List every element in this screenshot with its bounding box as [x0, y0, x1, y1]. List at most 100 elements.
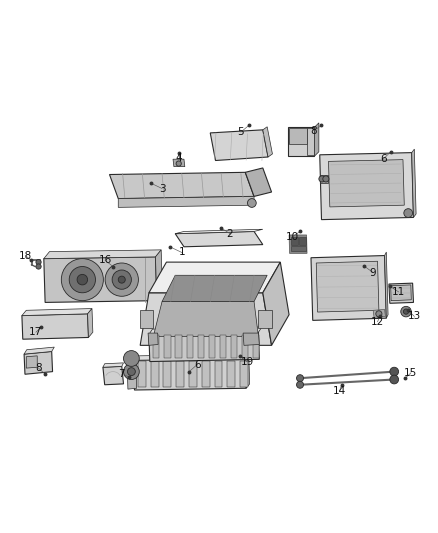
- Polygon shape: [220, 335, 226, 359]
- Polygon shape: [391, 285, 411, 301]
- Polygon shape: [245, 354, 250, 388]
- Polygon shape: [149, 327, 262, 334]
- Text: 1: 1: [178, 247, 185, 257]
- Circle shape: [319, 176, 325, 182]
- Circle shape: [36, 264, 41, 269]
- Polygon shape: [291, 237, 298, 245]
- Text: 15: 15: [404, 368, 417, 378]
- Polygon shape: [202, 361, 210, 387]
- Circle shape: [376, 311, 382, 317]
- Polygon shape: [149, 332, 259, 361]
- Polygon shape: [198, 335, 204, 359]
- Text: 10: 10: [286, 232, 299, 242]
- Polygon shape: [307, 128, 314, 155]
- Circle shape: [390, 375, 399, 384]
- Text: 11: 11: [392, 287, 405, 297]
- Polygon shape: [44, 257, 157, 302]
- Circle shape: [105, 263, 138, 296]
- Polygon shape: [138, 361, 146, 387]
- Polygon shape: [176, 361, 184, 387]
- Polygon shape: [263, 262, 289, 345]
- Polygon shape: [227, 361, 235, 387]
- Text: 17: 17: [29, 327, 42, 337]
- Circle shape: [112, 270, 131, 289]
- Polygon shape: [163, 361, 171, 387]
- Polygon shape: [215, 361, 223, 387]
- Polygon shape: [24, 351, 53, 374]
- Polygon shape: [22, 309, 92, 316]
- Polygon shape: [127, 359, 137, 389]
- Polygon shape: [176, 335, 182, 359]
- Polygon shape: [242, 335, 248, 359]
- Polygon shape: [148, 333, 158, 345]
- Text: 18: 18: [19, 251, 32, 261]
- Polygon shape: [289, 235, 307, 253]
- Polygon shape: [316, 261, 379, 312]
- Text: 9: 9: [370, 268, 377, 278]
- Polygon shape: [263, 127, 272, 157]
- Polygon shape: [149, 262, 280, 293]
- Polygon shape: [240, 361, 248, 387]
- Circle shape: [36, 260, 41, 265]
- Circle shape: [404, 209, 413, 217]
- Text: 5: 5: [237, 127, 244, 137]
- Polygon shape: [151, 361, 159, 387]
- Circle shape: [124, 351, 139, 366]
- Text: 8: 8: [310, 126, 317, 136]
- Polygon shape: [245, 168, 272, 197]
- Polygon shape: [118, 197, 254, 207]
- Polygon shape: [173, 159, 185, 167]
- Polygon shape: [162, 275, 267, 302]
- Text: 16: 16: [99, 255, 112, 265]
- Polygon shape: [258, 310, 272, 328]
- Polygon shape: [140, 310, 153, 328]
- Polygon shape: [320, 152, 413, 220]
- Polygon shape: [153, 302, 258, 336]
- Text: 14: 14: [333, 386, 346, 397]
- Polygon shape: [24, 347, 54, 354]
- Polygon shape: [155, 250, 162, 301]
- Polygon shape: [243, 333, 259, 345]
- Polygon shape: [164, 335, 170, 359]
- Polygon shape: [231, 335, 237, 359]
- Text: 2: 2: [226, 229, 233, 239]
- Circle shape: [77, 274, 88, 285]
- Polygon shape: [210, 130, 268, 160]
- Polygon shape: [299, 237, 306, 245]
- Text: 6: 6: [380, 154, 387, 164]
- Text: 7: 7: [118, 369, 125, 379]
- Polygon shape: [103, 366, 124, 385]
- Text: 8: 8: [35, 363, 42, 373]
- Circle shape: [401, 306, 411, 317]
- Polygon shape: [134, 354, 249, 360]
- Text: 3: 3: [159, 183, 166, 193]
- Circle shape: [127, 368, 135, 376]
- Polygon shape: [385, 252, 388, 318]
- Polygon shape: [288, 127, 314, 156]
- Polygon shape: [389, 283, 413, 303]
- Circle shape: [297, 375, 304, 382]
- Polygon shape: [291, 246, 306, 251]
- Polygon shape: [110, 172, 254, 199]
- Polygon shape: [187, 335, 193, 359]
- Polygon shape: [140, 293, 272, 345]
- Polygon shape: [412, 149, 416, 217]
- Circle shape: [69, 266, 95, 293]
- Text: 13: 13: [408, 311, 421, 321]
- Circle shape: [403, 309, 409, 314]
- Polygon shape: [103, 363, 124, 367]
- Circle shape: [176, 161, 181, 166]
- Circle shape: [124, 364, 139, 379]
- Text: 6: 6: [194, 360, 201, 369]
- Circle shape: [247, 199, 256, 207]
- Polygon shape: [153, 335, 159, 359]
- Polygon shape: [175, 231, 263, 247]
- Text: 19: 19: [241, 357, 254, 367]
- Polygon shape: [22, 314, 88, 339]
- Polygon shape: [328, 159, 404, 207]
- Circle shape: [390, 367, 399, 376]
- Polygon shape: [320, 174, 328, 183]
- Polygon shape: [88, 309, 93, 337]
- Polygon shape: [373, 310, 385, 317]
- Polygon shape: [175, 229, 263, 233]
